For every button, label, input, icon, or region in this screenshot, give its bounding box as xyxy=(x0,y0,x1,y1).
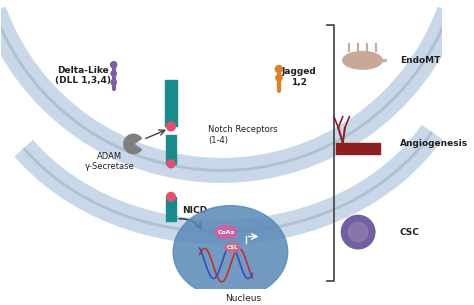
Text: Delta-Like
(DLL 1,3,4): Delta-Like (DLL 1,3,4) xyxy=(55,66,111,85)
Text: Notch Receptors
(1-4): Notch Receptors (1-4) xyxy=(209,125,278,145)
Text: ADAM
γ-Secretase: ADAM γ-Secretase xyxy=(84,152,134,171)
Circle shape xyxy=(111,80,116,85)
Text: CSC: CSC xyxy=(400,228,420,237)
Ellipse shape xyxy=(225,242,240,253)
Ellipse shape xyxy=(215,225,237,239)
Text: CSL: CSL xyxy=(227,245,238,250)
Circle shape xyxy=(110,62,117,68)
Circle shape xyxy=(276,75,282,81)
Circle shape xyxy=(166,192,175,201)
Ellipse shape xyxy=(173,206,288,298)
Bar xyxy=(165,80,177,126)
Circle shape xyxy=(167,160,175,168)
Ellipse shape xyxy=(343,52,383,69)
Circle shape xyxy=(111,71,116,76)
Circle shape xyxy=(348,222,368,242)
Circle shape xyxy=(275,66,283,73)
Bar xyxy=(166,197,176,221)
Circle shape xyxy=(341,215,375,249)
Text: NICD: NICD xyxy=(182,206,207,214)
Circle shape xyxy=(166,122,175,131)
Bar xyxy=(166,135,176,164)
Bar xyxy=(336,143,380,154)
Text: CoAs: CoAs xyxy=(217,230,235,235)
Text: Nucleus: Nucleus xyxy=(226,294,262,303)
Text: Jagged
1,2: Jagged 1,2 xyxy=(281,67,316,87)
Wedge shape xyxy=(124,134,141,154)
Text: Angiogenesis: Angiogenesis xyxy=(400,139,468,149)
Text: EndoMT: EndoMT xyxy=(400,56,440,65)
